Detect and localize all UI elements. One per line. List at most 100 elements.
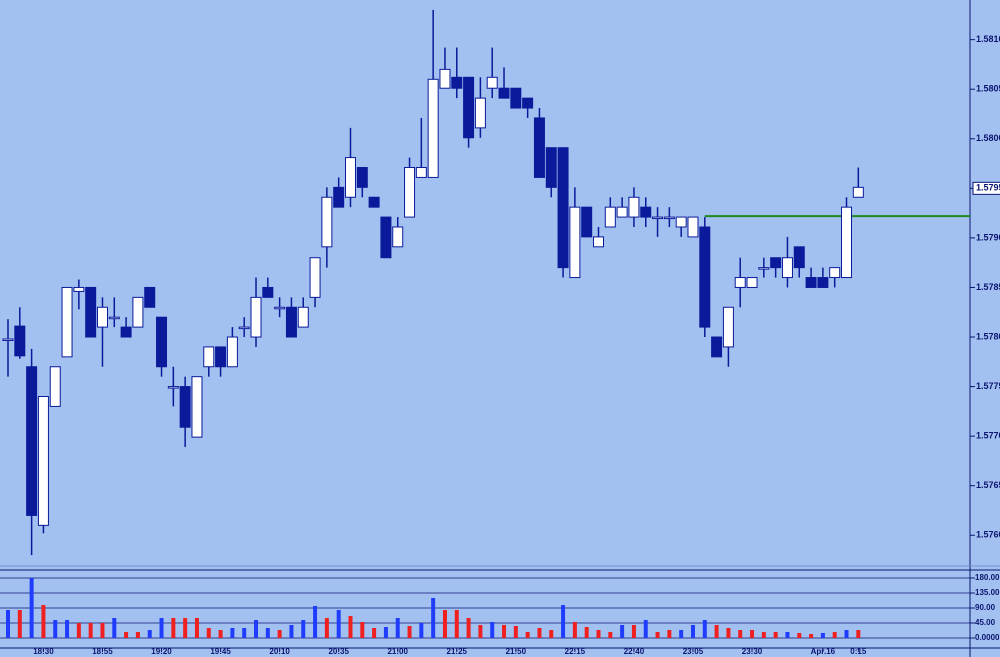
candle-body	[628, 196, 640, 218]
volume-bar	[124, 632, 129, 638]
candle-body	[451, 76, 463, 89]
candle-body	[144, 286, 156, 308]
candle-body	[533, 117, 545, 178]
candle-body	[734, 277, 746, 288]
candle-body	[156, 316, 168, 368]
candle-body	[616, 206, 628, 218]
volume-bar	[572, 622, 577, 638]
volume-bar	[88, 623, 93, 638]
x-tick-label: 19:45	[210, 647, 231, 656]
y-tick-label: 1.5805	[976, 84, 1000, 94]
volume-bar	[702, 620, 707, 638]
candle-body	[309, 257, 321, 298]
candle-body	[805, 277, 817, 288]
volume-bar	[809, 634, 814, 638]
volume-bar	[336, 610, 341, 638]
candle-body	[746, 277, 758, 288]
candle-body	[439, 68, 451, 89]
y-tick-label: 1.5810	[976, 34, 1000, 44]
candle-body	[96, 306, 108, 328]
volume-bar	[620, 625, 625, 638]
candle-body	[663, 216, 675, 220]
volume-bar	[147, 630, 152, 638]
volume-bar	[431, 598, 436, 638]
y-tick-label: 1.5800	[976, 133, 1000, 143]
candle-body	[108, 316, 120, 320]
volume-bar	[584, 627, 589, 638]
y-tick-label: 1.5780	[976, 331, 1000, 341]
volume-bar	[844, 630, 849, 638]
candle-body	[356, 167, 368, 188]
volume-bar	[750, 630, 755, 638]
y-tick-label: 45.00	[975, 618, 996, 627]
volume-bar	[41, 605, 46, 638]
candle-body	[687, 216, 699, 238]
candle-body	[203, 346, 215, 368]
volume-bar	[690, 625, 695, 638]
x-tick-label: 21:00	[387, 647, 408, 656]
candle-body	[321, 196, 333, 248]
x-tick-label: 18:30	[33, 647, 54, 656]
volume-bar	[230, 628, 235, 638]
candle-body	[722, 306, 734, 348]
volume-bar	[643, 620, 648, 638]
candle-body	[604, 206, 616, 228]
volume-bar	[773, 632, 778, 638]
candle-body	[463, 76, 475, 139]
candle-body	[427, 78, 439, 178]
volume-bar	[679, 630, 684, 638]
volume-bar	[324, 618, 329, 638]
candle-body	[758, 267, 770, 270]
candle-body	[14, 325, 26, 357]
candle-body	[699, 226, 711, 328]
volume-bar	[348, 616, 353, 638]
volume-bar	[159, 618, 164, 638]
volume-bar	[206, 628, 211, 638]
volume-bar	[29, 578, 34, 638]
volume-bar	[785, 632, 790, 638]
volume-bar	[797, 633, 802, 638]
volume-bar	[454, 610, 459, 638]
candle-body	[238, 326, 250, 330]
candle-body	[415, 167, 427, 178]
candle-body	[250, 296, 262, 338]
volume-bar	[395, 618, 400, 638]
candle-body	[179, 386, 191, 428]
candle-body	[640, 206, 652, 218]
volume-bar	[301, 620, 306, 638]
volume-bar	[17, 610, 22, 638]
volume-bar	[442, 610, 447, 638]
x-tick-label: 18:55	[92, 647, 113, 656]
candle-body	[274, 306, 286, 310]
x-tick-label: 21:25	[447, 647, 468, 656]
x-tick-label: 19:20	[151, 647, 172, 656]
volume-bar	[171, 618, 176, 638]
candle-body	[817, 277, 829, 288]
volume-bar	[761, 632, 766, 638]
candle-body	[49, 366, 61, 407]
candle-body	[545, 147, 557, 188]
volume-bar	[525, 632, 530, 638]
y-tick-label: 1.5785	[976, 282, 1000, 292]
candle-body	[652, 216, 664, 220]
volume-bar	[183, 618, 188, 638]
candle-body	[73, 286, 85, 292]
candle-body	[486, 76, 498, 89]
volume-bar	[856, 630, 861, 638]
x-tick-label: 23:30	[742, 647, 763, 656]
volume-bar	[277, 630, 282, 638]
y-tick-label: 90.00	[975, 603, 996, 612]
candle-body	[215, 346, 227, 368]
volume-bar	[112, 618, 117, 638]
candle-body	[793, 246, 805, 269]
volume-bar	[135, 632, 140, 638]
candle-body	[557, 147, 569, 269]
volume-bar	[537, 628, 542, 638]
candle-body	[404, 167, 416, 218]
x-tick-label: 20:10	[269, 647, 290, 656]
volume-bar	[407, 626, 412, 638]
volume-bar	[655, 632, 660, 638]
candle-body	[569, 206, 581, 279]
volume-bar	[820, 633, 825, 638]
volume-bar	[242, 628, 247, 638]
